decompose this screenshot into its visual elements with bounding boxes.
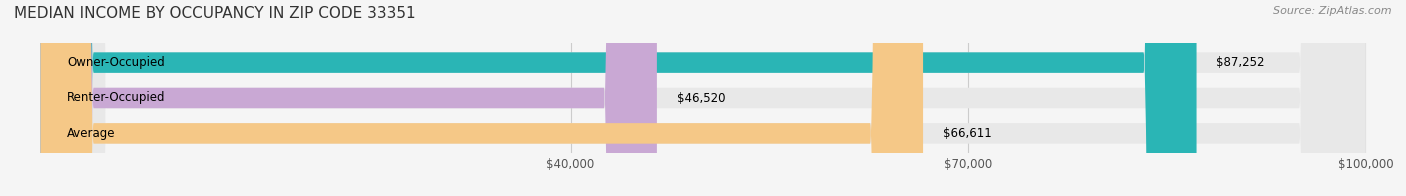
Text: Average: Average xyxy=(67,127,115,140)
Text: $66,611: $66,611 xyxy=(943,127,991,140)
FancyBboxPatch shape xyxy=(41,0,1365,196)
FancyBboxPatch shape xyxy=(41,0,1365,196)
Text: Source: ZipAtlas.com: Source: ZipAtlas.com xyxy=(1274,6,1392,16)
Text: Renter-Occupied: Renter-Occupied xyxy=(67,92,166,104)
FancyBboxPatch shape xyxy=(41,0,1365,196)
FancyBboxPatch shape xyxy=(41,0,924,196)
Text: Owner-Occupied: Owner-Occupied xyxy=(67,56,165,69)
FancyBboxPatch shape xyxy=(41,0,657,196)
Text: $87,252: $87,252 xyxy=(1216,56,1265,69)
FancyBboxPatch shape xyxy=(41,0,1197,196)
Text: MEDIAN INCOME BY OCCUPANCY IN ZIP CODE 33351: MEDIAN INCOME BY OCCUPANCY IN ZIP CODE 3… xyxy=(14,6,416,21)
Text: $46,520: $46,520 xyxy=(676,92,725,104)
